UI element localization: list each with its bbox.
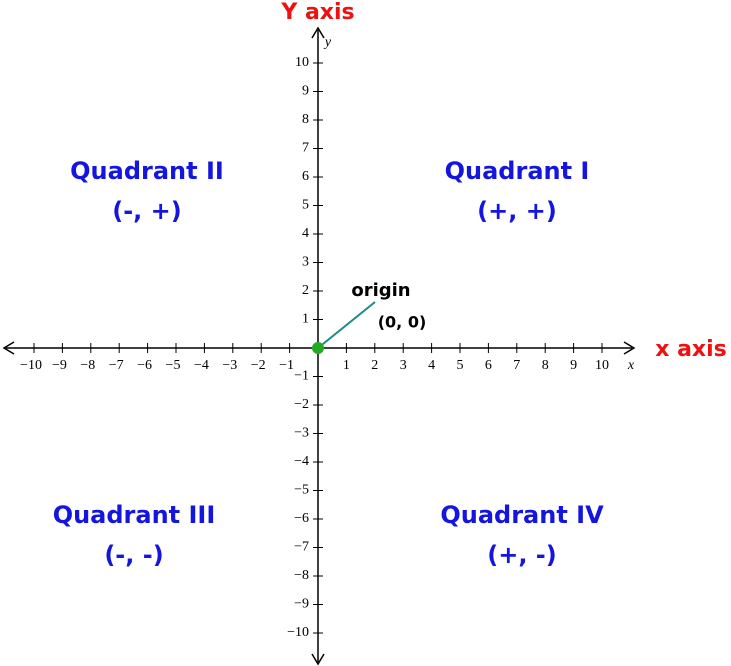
y-tick-label: 7	[302, 141, 309, 156]
y-tick-label: 5	[302, 198, 309, 213]
x-tick-label: −5	[166, 358, 181, 373]
x-tick-label: −3	[222, 358, 237, 373]
y-tick-label: 8	[302, 112, 309, 127]
y-tick-label: −8	[294, 568, 309, 583]
x-tick-label: 2	[371, 358, 378, 373]
y-tick-label: 2	[302, 283, 309, 298]
y-tick-label: 10	[295, 55, 309, 70]
y-tick-label: −1	[294, 369, 309, 384]
y-tick-label: −9	[294, 597, 309, 612]
y-tick-label: −3	[294, 426, 309, 441]
quadrant-name: Quadrant I	[445, 157, 590, 185]
x-tick-label: 5	[457, 358, 464, 373]
y-tick-label: −4	[294, 454, 309, 469]
x-tick-label: 8	[542, 358, 549, 373]
origin-label: origin	[351, 280, 410, 301]
x-tick-label: 10	[595, 358, 609, 373]
x-tick-label: −10	[20, 358, 42, 373]
y-tick-label: 3	[302, 255, 309, 270]
x-tick-label: 9	[570, 358, 577, 373]
x-tick-label: −6	[137, 358, 152, 373]
quadrant-signs: (+, -)	[487, 541, 556, 569]
x-tick-label: −8	[80, 358, 95, 373]
quadrant-name: Quadrant IV	[440, 501, 604, 529]
quadrant-name: Quadrant II	[70, 157, 224, 185]
x-tick-label: 1	[343, 358, 350, 373]
quadrant-signs: (+, +)	[477, 197, 557, 225]
x-tick-label: 6	[485, 358, 492, 373]
x-arrow-left	[2, 341, 15, 355]
x-var: x	[627, 358, 635, 373]
y-tick-label: −7	[294, 540, 309, 555]
y-var: y	[323, 35, 332, 50]
quadrant-signs: (-, -)	[104, 541, 163, 569]
x-axis-title: x axis	[655, 337, 727, 362]
x-tick-label: −4	[194, 358, 209, 373]
origin-dot	[312, 342, 324, 354]
y-arrow-up	[311, 26, 325, 39]
y-tick-label: −6	[294, 511, 309, 526]
y-tick-label: −2	[294, 397, 309, 412]
y-tick-label: 9	[302, 84, 309, 99]
y-tick-label: −5	[294, 483, 309, 498]
x-arrow-right	[623, 341, 636, 355]
y-tick-label: 4	[302, 226, 309, 241]
x-tick-label: −7	[109, 358, 124, 373]
y-tick-label: −10	[287, 625, 309, 640]
x-tick-label: 7	[513, 358, 520, 373]
y-arrow-down	[311, 653, 325, 666]
y-tick-label: 1	[302, 312, 309, 327]
x-tick-label: 3	[400, 358, 407, 373]
quadrant-name: Quadrant III	[53, 501, 216, 529]
x-tick-label: −1	[279, 358, 294, 373]
y-tick-label: 6	[302, 169, 309, 184]
x-tick-label: −2	[251, 358, 266, 373]
origin-pointer	[317, 301, 376, 349]
x-tick-label: −9	[52, 358, 67, 373]
quadrant-signs: (-, +)	[112, 197, 181, 225]
x-tick-label: 4	[428, 358, 435, 373]
y-axis-title: Y axis	[280, 0, 354, 25]
origin-coords: (0, 0)	[378, 313, 427, 332]
